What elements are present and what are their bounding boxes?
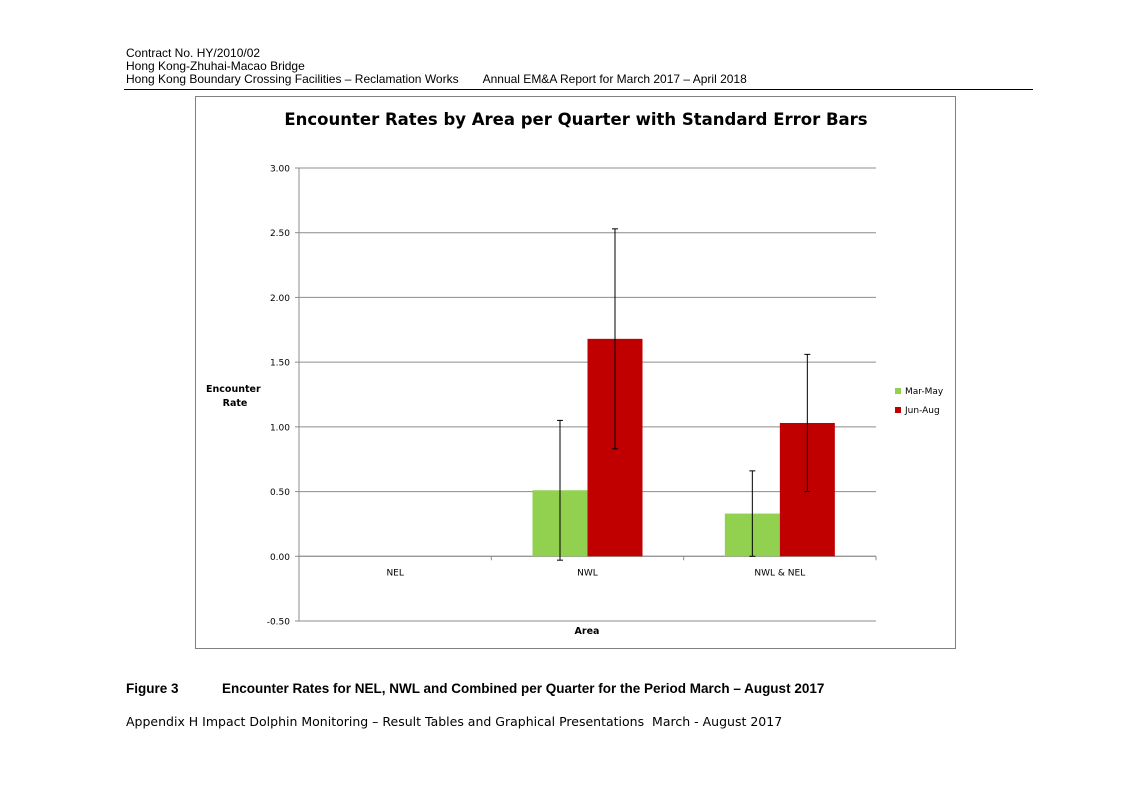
y-tick-label-4: 1.00 bbox=[270, 423, 290, 433]
error-bar-1-1 bbox=[612, 228, 618, 450]
legend-swatch-0 bbox=[895, 388, 901, 394]
y-axis-label: Encounter Rate bbox=[206, 384, 264, 409]
works-name: Hong Kong Boundary Crossing Facilities –… bbox=[126, 72, 459, 86]
legend-label-0: Mar-May bbox=[905, 387, 944, 397]
x-tick-label-2: NWL & NEL bbox=[754, 568, 805, 578]
x-tick-label-0: NEL bbox=[386, 568, 403, 578]
y-axis-label-line-1: Encounter bbox=[206, 384, 261, 395]
error-bar-0-2 bbox=[749, 470, 756, 557]
error-bar-0-1 bbox=[557, 419, 563, 561]
figure-caption: Figure 3 Encounter Rates for NEL, NWL and… bbox=[126, 681, 824, 696]
chart-frame: Encounter Rates by Area per Quarter with… bbox=[195, 96, 956, 649]
y-tick-label-2: 2.00 bbox=[270, 294, 290, 304]
project-name: Hong Kong-Zhuhai-Macao Bridge bbox=[126, 59, 305, 73]
figure-number: Figure 3 bbox=[126, 681, 179, 696]
y-tick-label-5: 0.50 bbox=[270, 488, 290, 498]
x-tick-label-1: NWL bbox=[577, 568, 598, 578]
report-name: Annual EM&A Report for March 2017 – Apri… bbox=[482, 72, 747, 86]
document-header: Contract No. HY/2010/02 Hong Kong-Zhuhai… bbox=[126, 47, 1032, 86]
header-rule bbox=[124, 89, 1033, 90]
contract-number: Contract No. HY/2010/02 bbox=[126, 46, 261, 60]
legend: Mar-May Jun-Aug bbox=[895, 387, 944, 416]
encounter-rate-chart: Encounter Rates by Area per Quarter with… bbox=[206, 110, 944, 637]
y-axis-label-line-2: Rate bbox=[223, 398, 248, 409]
x-axis-label: Area bbox=[575, 626, 600, 637]
legend-swatch-1 bbox=[895, 407, 901, 413]
y-tick-label-7: -0.50 bbox=[267, 618, 291, 628]
error-bar-1-2 bbox=[804, 353, 811, 493]
y-tick-label-0: 3.00 bbox=[270, 165, 290, 175]
y-tick-label-6: 0.00 bbox=[270, 553, 290, 563]
y-tick-label-1: 2.50 bbox=[270, 229, 290, 239]
y-tick-label-3: 1.50 bbox=[270, 359, 290, 369]
legend-label-1: Jun-Aug bbox=[904, 406, 940, 416]
appendix-footer: Appendix H Impact Dolphin Monitoring – R… bbox=[126, 714, 783, 729]
figure-title: Encounter Rates for NEL, NWL and Combine… bbox=[222, 681, 825, 696]
chart-title: Encounter Rates by Area per Quarter with… bbox=[284, 110, 867, 129]
header-line-3: Hong Kong Boundary Crossing Facilities –… bbox=[126, 73, 1032, 86]
